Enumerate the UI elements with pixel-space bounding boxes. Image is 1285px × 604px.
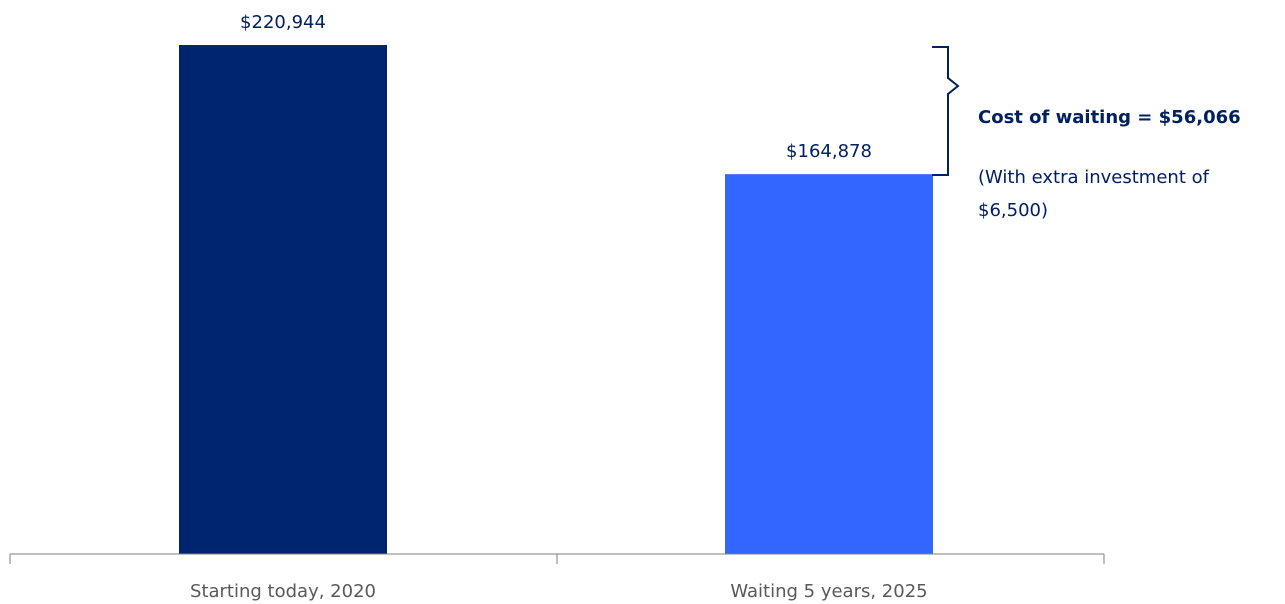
value-labels: $220,944 $164,878 xyxy=(240,12,872,162)
cost-of-waiting-title: Cost of waiting = $56,066 xyxy=(978,107,1241,128)
cost-bracket xyxy=(932,46,960,176)
bar-waiting-5-years xyxy=(725,174,933,554)
callout: Cost of waiting = $56,066 (With extra in… xyxy=(978,107,1241,221)
bar-starting-today xyxy=(179,45,387,554)
value-label-waiting-5-years: $164,878 xyxy=(786,141,872,162)
cost-bracket-shape xyxy=(932,46,960,176)
extra-investment-note-line-1: (With extra investment of xyxy=(978,167,1210,188)
bars-layer xyxy=(179,45,933,554)
extra-investment-note-line-2: $6,500) xyxy=(978,200,1048,221)
x-axis xyxy=(9,553,1105,564)
x-tick-labels: Starting today, 2020 Waiting 5 years, 20… xyxy=(190,581,928,602)
x-tick-label-waiting-5-years: Waiting 5 years, 2025 xyxy=(730,581,927,602)
x-tick-label-starting-today: Starting today, 2020 xyxy=(190,581,376,602)
value-label-starting-today: $220,944 xyxy=(240,12,326,33)
